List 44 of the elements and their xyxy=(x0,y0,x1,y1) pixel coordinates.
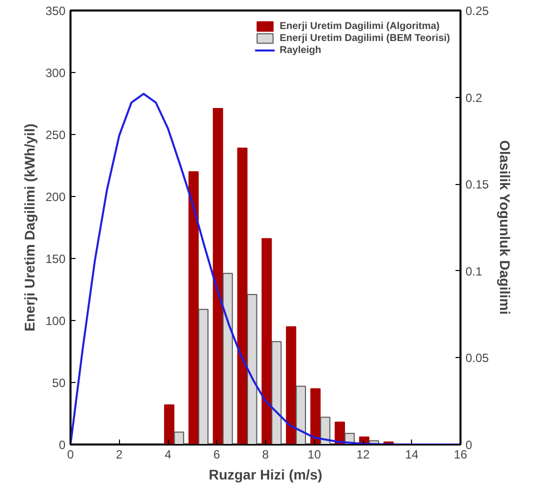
bar xyxy=(174,432,184,444)
x-tick-label: 6 xyxy=(213,448,220,462)
bar xyxy=(296,386,306,444)
x-axis-title: Ruzgar Hizi (m/s) xyxy=(208,466,322,482)
y-tick-label: 50 xyxy=(52,376,66,390)
bar xyxy=(334,422,345,444)
bar xyxy=(222,272,233,444)
y2-axis-title: Olasilik Yogunluk Dagilimi xyxy=(496,140,513,315)
y2-tick-label: 0.2 xyxy=(466,90,483,105)
bar xyxy=(188,171,199,444)
bar xyxy=(310,388,321,444)
y-tick-label: 350 xyxy=(45,4,66,18)
y-tick-label: 200 xyxy=(45,190,66,204)
bar xyxy=(286,326,296,444)
bar xyxy=(198,308,208,444)
y-axis-title: Enerji Uretim Dagilimi (kWh/yil) xyxy=(21,124,38,332)
bar xyxy=(212,108,224,444)
x-tick-label: 14 xyxy=(405,448,419,462)
bar xyxy=(237,148,248,444)
y-tick-label: 0 xyxy=(58,438,66,452)
bar xyxy=(271,341,282,444)
legend-label: Rayleigh xyxy=(280,44,322,56)
x-tick-label: 4 xyxy=(164,448,172,462)
x-tick-label: 0 xyxy=(67,448,74,462)
y2-tick-label: 0.05 xyxy=(466,351,490,366)
x-tick-label: 16 xyxy=(454,448,468,462)
y2-tick-label: 0.25 xyxy=(466,4,490,18)
y2-tick-label: 0.15 xyxy=(466,178,490,192)
x-tick-label: 12 xyxy=(356,448,370,462)
legend-label: Enerji Uretim Dagilimi (Algoritma) xyxy=(280,20,440,32)
y-tick-label: 100 xyxy=(45,314,66,328)
x-tick-label: 2 xyxy=(116,448,123,462)
bar xyxy=(262,238,272,444)
y2-tick-label: 0 xyxy=(466,438,472,452)
y2-tick-label: 0.1 xyxy=(466,264,483,278)
x-tick-label: 8 xyxy=(262,448,270,462)
y-tick-label: 300 xyxy=(45,66,66,80)
bar xyxy=(320,416,330,444)
bar xyxy=(246,294,258,444)
x-tick-label: 10 xyxy=(308,448,322,462)
y-tick-label: 150 xyxy=(45,252,66,266)
y-tick-label: 250 xyxy=(45,128,66,142)
legend-label: Enerji Uretim Dagilimi (BEM Teorisi) xyxy=(280,32,450,44)
bar xyxy=(164,404,174,444)
